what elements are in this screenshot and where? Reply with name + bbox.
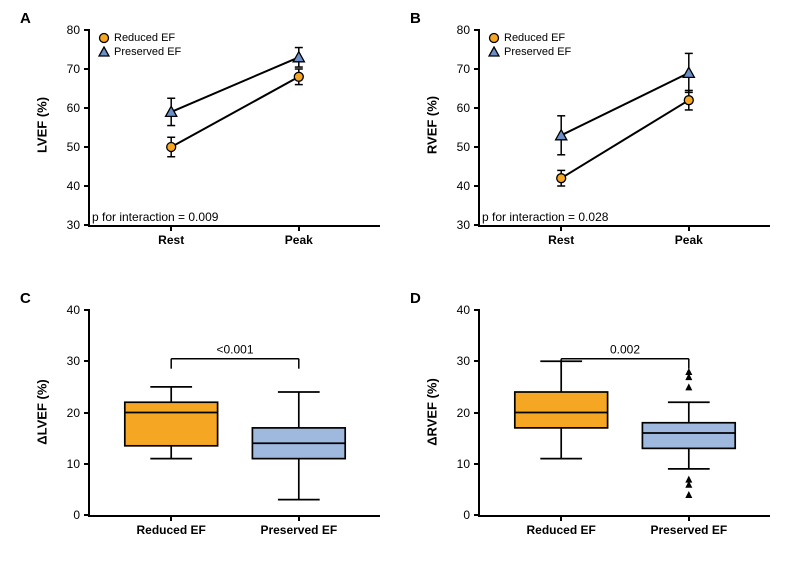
xtick-label: Rest — [158, 233, 184, 247]
ytick-label: 10 — [457, 457, 470, 471]
xtick-label: Reduced EF — [527, 523, 596, 537]
figure: A LVEF (%) 30 40 50 60 70 80 Rest Peak Reduced … — [0, 0, 800, 572]
panel-d-label: D — [410, 290, 421, 307]
ytick-label: 50 — [67, 140, 80, 154]
panel-b-ytitle: RVEF (%) — [425, 96, 440, 154]
ytick-label: 40 — [67, 303, 80, 317]
circle-marker-icon — [98, 32, 110, 44]
circle-marker-icon — [488, 32, 500, 44]
panel-a-label: A — [20, 10, 31, 27]
significance-pvalue: <0.001 — [216, 343, 253, 357]
ytick-label: 40 — [67, 179, 80, 193]
panel-b: B RVEF (%) 30 40 50 60 70 80 Rest Peak Reduced … — [410, 10, 780, 270]
panel-c: C ΔLVEF (%) <0.001 010203040Reduced EFPr… — [20, 290, 390, 560]
ytick-label: 40 — [457, 303, 470, 317]
panel-a: A LVEF (%) 30 40 50 60 70 80 Rest Peak Reduced … — [20, 10, 390, 270]
panel-a-legend: Reduced EF Preserved EF — [98, 32, 181, 60]
legend-reduced-label: Reduced EF — [504, 32, 565, 44]
ytick-label: 20 — [457, 406, 470, 420]
panel-c-label: C — [20, 290, 31, 307]
ytick-label: 0 — [73, 508, 80, 522]
legend-reduced-label: Reduced EF — [114, 32, 175, 44]
panel-b-legend: Reduced EF Preserved EF — [488, 32, 571, 60]
legend-preserved-label: Preserved EF — [504, 46, 571, 58]
legend-reduced: Reduced EF — [488, 32, 571, 44]
panel-b-label: B — [410, 10, 421, 27]
ytick-label: 60 — [457, 101, 470, 115]
panel-a-pvalue: p for interaction = 0.009 — [92, 210, 218, 224]
ytick-label: 30 — [457, 218, 470, 232]
ytick-label: 20 — [67, 406, 80, 420]
triangle-marker-icon — [98, 46, 110, 58]
xtick-label: Reduced EF — [137, 523, 206, 537]
triangle-marker-icon — [488, 46, 500, 58]
legend-preserved: Preserved EF — [488, 46, 571, 58]
panel-c-ytitle: ΔLVEF (%) — [35, 379, 50, 444]
ytick-label: 70 — [457, 62, 470, 76]
ytick-label: 50 — [457, 140, 470, 154]
xtick-label: Rest — [548, 233, 574, 247]
panel-a-ytitle: LVEF (%) — [35, 97, 50, 153]
panel-d: D ΔRVEF (%) 0.002 010203040Reduced EFPre… — [410, 290, 780, 560]
ytick-label: 10 — [67, 457, 80, 471]
ytick-label: 80 — [457, 23, 470, 37]
ytick-label: 30 — [457, 354, 470, 368]
panel-c-svg: <0.001 — [90, 310, 380, 515]
ytick-label: 40 — [457, 179, 470, 193]
xtick-label: Preserved EF — [650, 523, 727, 537]
xtick-label: Peak — [285, 233, 313, 247]
panel-d-plot: 0.002 010203040Reduced EFPreserved EF — [478, 310, 770, 517]
ytick-label: 70 — [67, 62, 80, 76]
panel-d-ytitle: ΔRVEF (%) — [425, 378, 440, 446]
ytick-label: 80 — [67, 23, 80, 37]
xtick-label: Peak — [675, 233, 703, 247]
panel-d-svg: 0.002 — [480, 310, 770, 515]
xtick-label: Preserved EF — [260, 523, 337, 537]
ytick-label: 30 — [67, 218, 80, 232]
ytick-label: 60 — [67, 101, 80, 115]
legend-reduced: Reduced EF — [98, 32, 181, 44]
legend-preserved-label: Preserved EF — [114, 46, 181, 58]
panel-c-plot: <0.001 010203040Reduced EFPreserved EF — [88, 310, 380, 517]
panel-b-pvalue: p for interaction = 0.028 — [482, 210, 608, 224]
ytick-label: 0 — [463, 508, 470, 522]
ytick-label: 30 — [67, 354, 80, 368]
significance-pvalue: 0.002 — [610, 343, 640, 357]
legend-preserved: Preserved EF — [98, 46, 181, 58]
